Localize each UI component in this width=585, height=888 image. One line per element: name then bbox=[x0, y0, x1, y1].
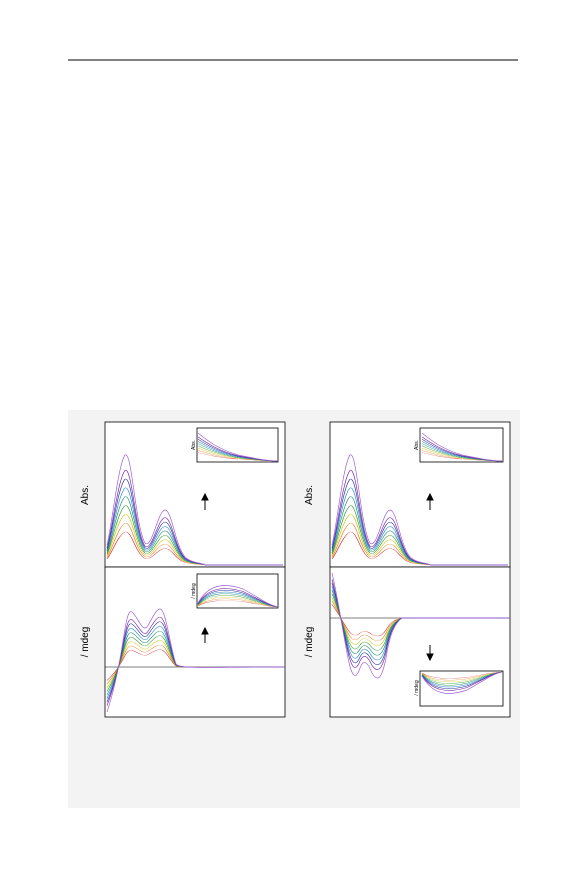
y-axis-label: Abs. bbox=[80, 485, 91, 505]
arrow-head bbox=[426, 653, 434, 662]
inset-label: / mdeg bbox=[414, 680, 420, 696]
y-axis-label: / mdeg bbox=[80, 627, 91, 658]
inset-labels: Abs. / mdeg Abs. / mdeg bbox=[191, 440, 420, 696]
arrow-head bbox=[426, 492, 434, 501]
panel-frame bbox=[104, 566, 286, 718]
arrows bbox=[201, 492, 434, 662]
y-axis-label: Abs. bbox=[304, 485, 315, 505]
arrow-head bbox=[201, 492, 209, 501]
y-axis-label: / mdeg bbox=[304, 627, 315, 658]
axis-labels: Abs. / mdeg Abs. / mdeg bbox=[80, 485, 315, 657]
arrow-head bbox=[201, 626, 209, 635]
inset-label: / mdeg bbox=[191, 583, 197, 599]
inset-label: Abs. bbox=[414, 440, 420, 450]
inset-label: Abs. bbox=[191, 440, 197, 450]
